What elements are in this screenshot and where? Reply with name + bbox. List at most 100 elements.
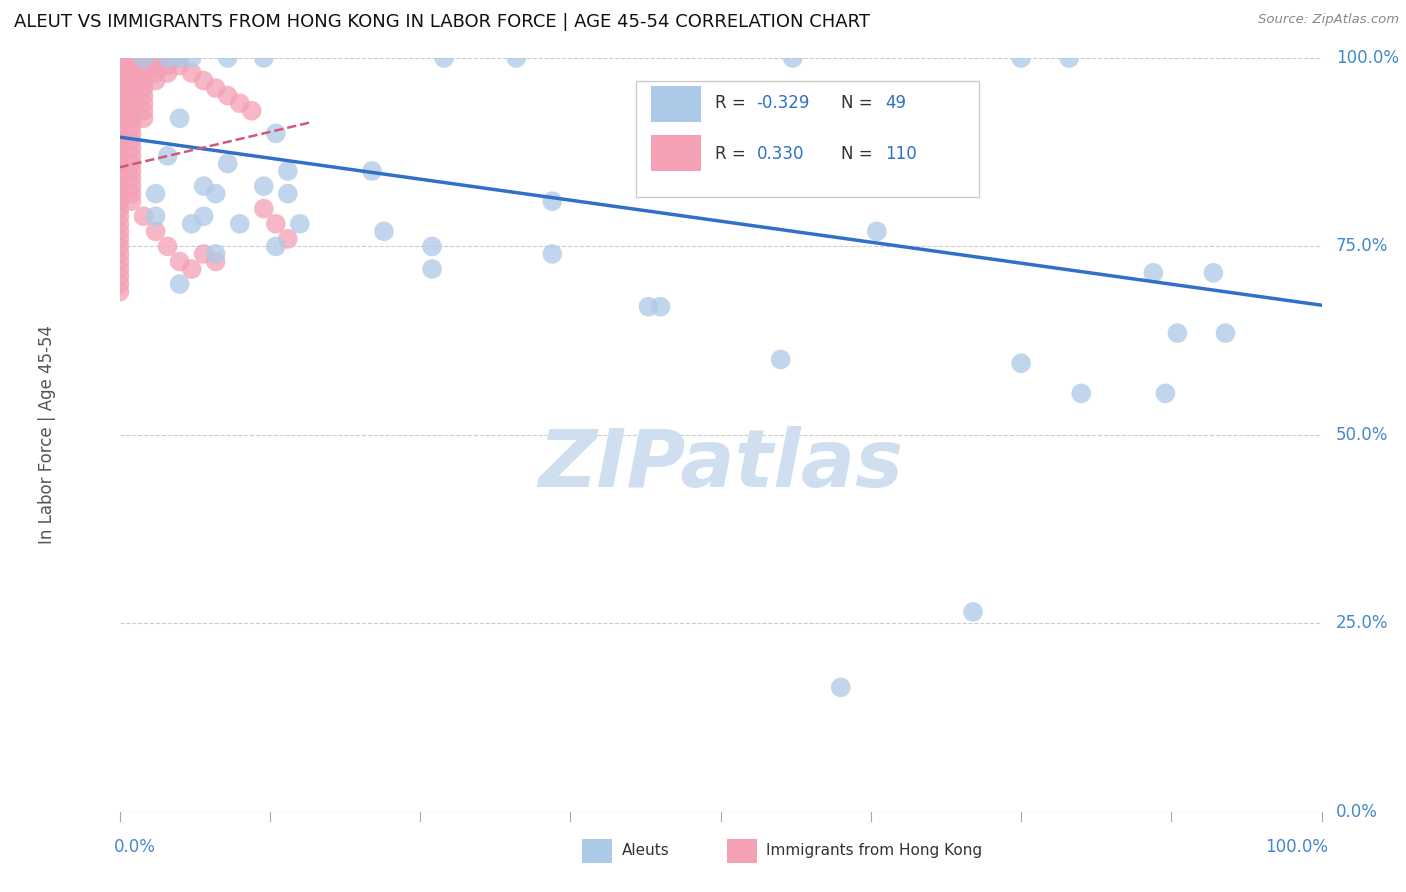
Point bbox=[253, 202, 276, 216]
Point bbox=[108, 224, 131, 238]
Point bbox=[650, 300, 672, 314]
Point bbox=[121, 51, 143, 65]
Point bbox=[108, 66, 131, 80]
Point bbox=[217, 88, 239, 103]
Point bbox=[132, 81, 155, 95]
Point bbox=[156, 51, 179, 65]
Point bbox=[121, 81, 143, 95]
Point bbox=[108, 58, 131, 72]
Point bbox=[180, 51, 202, 65]
Point bbox=[108, 103, 131, 118]
Point bbox=[145, 224, 167, 238]
Point bbox=[1010, 356, 1032, 370]
Text: R =: R = bbox=[714, 145, 745, 162]
Point bbox=[361, 164, 384, 178]
Point bbox=[108, 156, 131, 170]
Text: ZIPatlas: ZIPatlas bbox=[538, 426, 903, 504]
Point bbox=[1010, 51, 1032, 65]
Point bbox=[108, 127, 131, 141]
Point bbox=[204, 186, 226, 201]
Point bbox=[169, 51, 191, 65]
Point bbox=[108, 171, 131, 186]
FancyBboxPatch shape bbox=[651, 135, 702, 171]
Point bbox=[193, 209, 215, 223]
Point bbox=[108, 73, 131, 87]
Point bbox=[121, 149, 143, 163]
Point bbox=[217, 51, 239, 65]
Point bbox=[288, 217, 311, 231]
Point bbox=[108, 186, 131, 201]
Text: 75.0%: 75.0% bbox=[1336, 237, 1389, 255]
Point bbox=[541, 247, 564, 261]
Point bbox=[108, 141, 131, 155]
Point bbox=[121, 164, 143, 178]
Point bbox=[132, 96, 155, 111]
Point bbox=[121, 119, 143, 133]
Point bbox=[228, 217, 252, 231]
Point bbox=[132, 88, 155, 103]
Point bbox=[108, 269, 131, 284]
Point bbox=[121, 141, 143, 155]
Point bbox=[433, 51, 456, 65]
Point bbox=[121, 73, 143, 87]
Point bbox=[782, 51, 804, 65]
Point bbox=[180, 217, 202, 231]
Point bbox=[277, 232, 299, 246]
Point bbox=[145, 186, 167, 201]
Point bbox=[132, 51, 155, 65]
Point bbox=[156, 58, 179, 72]
Point bbox=[108, 96, 131, 111]
Point bbox=[156, 149, 179, 163]
Point bbox=[108, 232, 131, 246]
Point bbox=[108, 209, 131, 223]
Text: 0.330: 0.330 bbox=[756, 145, 804, 162]
Point bbox=[108, 51, 131, 65]
Point bbox=[180, 66, 202, 80]
Point bbox=[228, 96, 252, 111]
Point bbox=[108, 202, 131, 216]
Point bbox=[1142, 266, 1164, 280]
Point bbox=[132, 66, 155, 80]
Text: R =: R = bbox=[714, 95, 751, 112]
Text: -0.329: -0.329 bbox=[756, 95, 810, 112]
Point bbox=[108, 179, 131, 194]
Point bbox=[1202, 266, 1225, 280]
Point bbox=[169, 277, 191, 292]
Point bbox=[121, 103, 143, 118]
Point bbox=[264, 239, 287, 253]
Point bbox=[180, 262, 202, 277]
Point bbox=[420, 262, 443, 277]
FancyBboxPatch shape bbox=[582, 838, 613, 863]
Point bbox=[108, 262, 131, 277]
Text: 100.0%: 100.0% bbox=[1336, 49, 1399, 67]
FancyBboxPatch shape bbox=[727, 838, 756, 863]
Point bbox=[108, 134, 131, 148]
Point bbox=[169, 112, 191, 126]
Point bbox=[108, 254, 131, 268]
Text: In Labor Force | Age 45-54: In Labor Force | Age 45-54 bbox=[38, 326, 56, 544]
Point bbox=[132, 51, 155, 65]
Text: 49: 49 bbox=[886, 95, 907, 112]
Point bbox=[121, 112, 143, 126]
Text: Immigrants from Hong Kong: Immigrants from Hong Kong bbox=[766, 844, 983, 858]
Point bbox=[253, 51, 276, 65]
Point bbox=[121, 156, 143, 170]
Point bbox=[169, 254, 191, 268]
Point bbox=[193, 247, 215, 261]
Point bbox=[108, 119, 131, 133]
Text: N =: N = bbox=[841, 95, 877, 112]
Text: 25.0%: 25.0% bbox=[1336, 615, 1389, 632]
Point bbox=[132, 209, 155, 223]
Point bbox=[121, 171, 143, 186]
Point bbox=[830, 681, 852, 695]
Point bbox=[204, 247, 226, 261]
Point bbox=[121, 96, 143, 111]
Point bbox=[108, 88, 131, 103]
Point bbox=[1215, 326, 1237, 340]
Point bbox=[240, 103, 263, 118]
Point bbox=[193, 73, 215, 87]
Point bbox=[637, 300, 659, 314]
Point bbox=[505, 51, 527, 65]
Point bbox=[108, 285, 131, 299]
Point bbox=[108, 164, 131, 178]
